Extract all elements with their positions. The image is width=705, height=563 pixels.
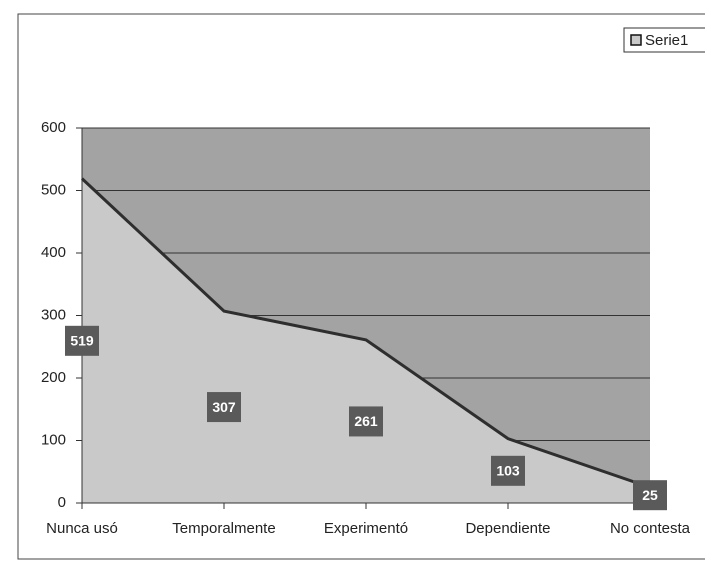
data-label-box xyxy=(65,325,99,356)
data-label: 261 xyxy=(354,413,378,429)
data-label-box xyxy=(207,392,241,423)
y-tick-label: 500 xyxy=(41,181,66,198)
legend-label: Serie1 xyxy=(645,32,688,49)
data-label-box xyxy=(633,480,667,511)
x-tick-label: Experimentó xyxy=(324,520,408,537)
x-tick-label: Nunca usó xyxy=(46,520,118,537)
data-label: 307 xyxy=(212,399,236,415)
y-tick-label: 300 xyxy=(41,306,66,323)
y-tick-label: 100 xyxy=(41,431,66,448)
data-label-box xyxy=(349,406,383,437)
data-label: 25 xyxy=(642,487,658,503)
y-tick-label: 0 xyxy=(58,494,66,511)
y-tick-label: 400 xyxy=(41,244,66,261)
line xyxy=(80,177,651,489)
x-tick-label: Temporalmente xyxy=(172,520,275,537)
legend-swatch xyxy=(630,34,642,46)
x-tick-label: No contesta xyxy=(610,520,691,537)
data-label: 519 xyxy=(70,333,94,349)
y-tick-label: 200 xyxy=(41,369,66,386)
data-label: 103 xyxy=(496,463,520,479)
y-tick-label: 600 xyxy=(41,119,66,136)
x-tick-label: Dependiente xyxy=(465,520,550,537)
data-label-box xyxy=(491,455,525,486)
